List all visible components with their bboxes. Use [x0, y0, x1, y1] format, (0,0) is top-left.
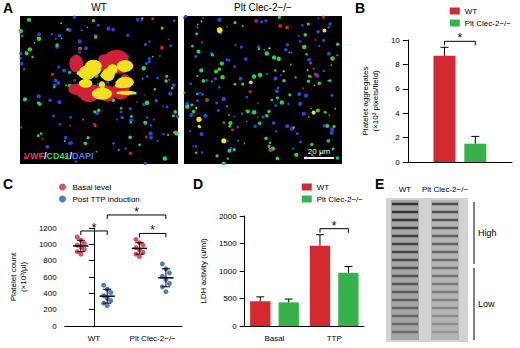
- svg-text:*: *: [134, 205, 139, 219]
- svg-text:Plt Clec-2−/−: Plt Clec-2−/−: [422, 185, 469, 194]
- svg-text:WT: WT: [88, 334, 101, 343]
- svg-text:400: 400: [43, 289, 57, 298]
- svg-text:WT: WT: [317, 183, 330, 192]
- svg-text:Platelet count: Platelet count: [9, 252, 18, 301]
- svg-text:600: 600: [43, 273, 57, 282]
- svg-text:0: 0: [395, 158, 400, 167]
- svg-text:8: 8: [395, 60, 400, 69]
- svg-text:800: 800: [43, 256, 57, 265]
- svg-text:VWF/CD41/DAPI: VWF/CD41/DAPI: [24, 151, 94, 161]
- svg-text:0: 0: [52, 322, 57, 331]
- svg-text:6: 6: [395, 84, 400, 93]
- svg-text:LDH activity (u/ml): LDH activity (u/ml): [199, 238, 208, 304]
- svg-text:Plt Clec-2−/−: Plt Clec-2−/−: [234, 2, 292, 13]
- svg-text:(×10³/μl): (×10³/μl): [19, 262, 28, 293]
- svg-text:*: *: [150, 223, 155, 237]
- svg-text:Platelet aggregates: Platelet aggregates: [361, 67, 370, 136]
- html-text:A: A: [3, 0, 14, 16]
- svg-text:2000: 2000: [219, 212, 237, 221]
- svg-text:Plt Clec-2−/−: Plt Clec-2−/−: [465, 19, 512, 28]
- svg-text:High: High: [478, 228, 497, 238]
- svg-text:Plt Clec-2−/−: Plt Clec-2−/−: [317, 195, 364, 204]
- svg-text:WT: WT: [91, 2, 107, 13]
- svg-text:TTP: TTP: [327, 334, 342, 343]
- svg-text:200: 200: [43, 305, 57, 314]
- html-text:C: C: [3, 176, 14, 192]
- svg-text:WT: WT: [399, 185, 412, 194]
- html-text:D: D: [193, 176, 204, 192]
- svg-text:Low: Low: [478, 299, 495, 309]
- svg-text:*: *: [92, 221, 97, 235]
- svg-text:*: *: [332, 219, 337, 233]
- svg-text:1000: 1000: [39, 240, 57, 249]
- svg-text:0: 0: [232, 322, 237, 331]
- svg-text:Plt Clec-2−/−: Plt Clec-2−/−: [130, 334, 177, 343]
- html-text:B: B: [355, 0, 366, 16]
- svg-text:1200: 1200: [39, 224, 57, 233]
- svg-text:4: 4: [395, 109, 400, 118]
- svg-text:10: 10: [391, 36, 400, 45]
- svg-text:Basal level: Basal level: [73, 183, 112, 192]
- svg-text:1500: 1500: [219, 239, 237, 248]
- svg-text:(×10³ pixels/field): (×10³ pixels/field): [371, 70, 380, 131]
- svg-text:20 μm: 20 μm: [308, 147, 331, 156]
- svg-text:WT: WT: [465, 7, 478, 16]
- svg-text:Post TTP induction: Post TTP induction: [73, 195, 140, 204]
- html-text:E: E: [375, 176, 385, 192]
- svg-text:500: 500: [223, 294, 237, 303]
- svg-text:*: *: [458, 31, 463, 45]
- svg-text:Basal: Basal: [265, 334, 285, 343]
- svg-text:2: 2: [395, 133, 400, 142]
- svg-text:1000: 1000: [219, 267, 237, 276]
